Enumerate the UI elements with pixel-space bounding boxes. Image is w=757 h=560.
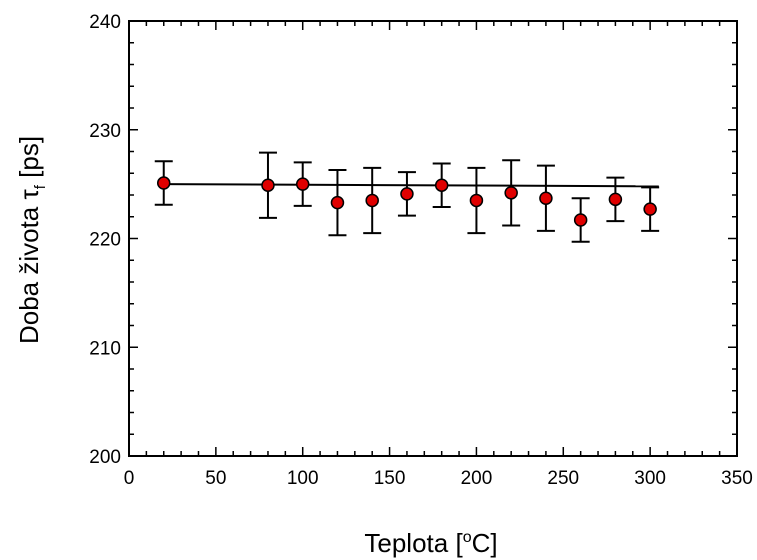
- x-tick-label: 100: [287, 468, 319, 489]
- data-point: [400, 187, 414, 201]
- data-point: [434, 178, 449, 192]
- data-point: [539, 191, 553, 206]
- y-tick-label: 230: [89, 121, 121, 142]
- plot-area: [154, 151, 660, 243]
- y-axis-title: Doba života τf [ps]: [14, 136, 49, 344]
- y-tick-label: 200: [89, 447, 121, 468]
- data-point: [469, 193, 484, 208]
- data-point: [295, 177, 310, 191]
- x-tick-label: 350: [721, 468, 753, 489]
- x-tick-label: 200: [461, 468, 493, 489]
- y-tick-label: 210: [89, 338, 121, 359]
- data-point: [573, 213, 588, 227]
- data-point: [504, 186, 518, 200]
- plot-frame: [128, 20, 738, 457]
- data-point: [261, 178, 275, 192]
- y-tick-label: 240: [89, 12, 121, 33]
- data-point: [608, 192, 623, 207]
- axes: 0 50 100 150 200 250 300 350 200 210 220 230 240: [89, 12, 753, 489]
- x-tick-label: 150: [374, 468, 406, 489]
- data-point: [156, 176, 171, 190]
- data-point: [330, 195, 345, 210]
- x-tick-label: 250: [547, 468, 579, 489]
- x-axis-title: Teplota [oC]: [364, 528, 497, 558]
- x-tick-label: 300: [634, 468, 666, 489]
- data-point: [643, 202, 657, 216]
- x-tick-label: 50: [205, 468, 226, 489]
- fit-line: [163, 183, 659, 188]
- y-tick-label: 220: [89, 230, 121, 251]
- x-tick-label: 0: [124, 468, 135, 489]
- data-point: [365, 193, 379, 208]
